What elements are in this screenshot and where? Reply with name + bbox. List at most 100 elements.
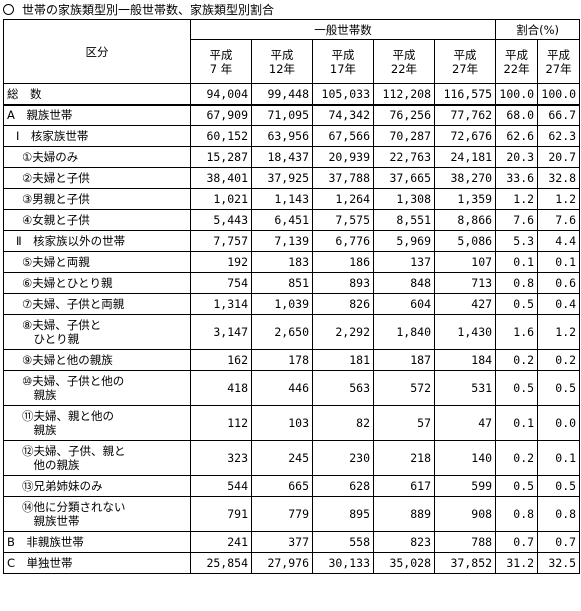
ratio-cell: 0.1: [495, 251, 539, 273]
household-count-cell: 563: [312, 370, 374, 406]
table-row: C 単独世帯 25,854 27,976 30,133 35,028 37,852 31.2…: [3, 552, 581, 574]
ratio-cell: 0.6: [537, 272, 581, 294]
household-count-cell: 6,451: [251, 209, 313, 231]
circle-bullet-icon: [3, 4, 14, 15]
household-count-cell: 2,292: [312, 314, 374, 350]
table-row: ④女親と子供 5,443 6,451 7,575 8,551 8,866 7.6 7.6: [3, 209, 581, 231]
household-count-cell: 71,095: [251, 103, 313, 126]
household-count-cell: 18,437: [251, 146, 313, 168]
table-row: ③男親と子供 1,021 1,143 1,264 1,308 1,359 1.2 1.2: [3, 188, 581, 210]
ratio-group-header: 割合(%): [495, 19, 581, 40]
household-count-cell: 107: [433, 251, 497, 273]
household-count-cell: 25,854: [190, 552, 252, 574]
household-count-cell: 1,143: [251, 188, 313, 210]
ratio-cell: 0.8: [495, 272, 539, 294]
table-row: Ⅰ 核家族世帯 60,152 63,956 67,566 70,287 72,676 62.…: [3, 125, 581, 147]
household-count-cell: 788: [433, 531, 497, 553]
row-label: C 単独世帯: [3, 552, 191, 574]
household-count-cell: 908: [433, 496, 497, 532]
household-count-cell: 35,028: [373, 552, 435, 574]
year-header: 平成 12年: [251, 39, 313, 84]
household-count-cell: 241: [190, 531, 252, 553]
row-label: ④女親と子供: [3, 209, 191, 231]
ratio-cell: 0.5: [537, 475, 581, 497]
ratio-cell: 1.6: [495, 314, 539, 350]
household-count-cell: 823: [373, 531, 435, 553]
row-label: ③男親と子供: [3, 188, 191, 210]
table-row: ⑦夫婦、子供と両親 1,314 1,039 826 604 427 0.5 0.4: [3, 293, 581, 315]
household-count-cell: 94,004: [190, 83, 252, 105]
household-count-cell: 22,763: [373, 146, 435, 168]
row-label: ⑨夫婦と他の親族: [3, 349, 191, 371]
household-count-cell: 628: [312, 475, 374, 497]
year-header: 平成 17年: [312, 39, 374, 84]
row-label: ⑦夫婦、子供と両親: [3, 293, 191, 315]
ratio-cell: 20.3: [495, 146, 539, 168]
row-label: 総 数: [3, 83, 191, 105]
household-count-cell: 181: [312, 349, 374, 371]
household-count-cell: 895: [312, 496, 374, 532]
household-count-cell: 544: [190, 475, 252, 497]
ratio-cell: 33.6: [495, 167, 539, 189]
row-label: ⑪夫婦、親と他の 親族: [3, 405, 191, 441]
household-count-cell: 1,359: [433, 188, 497, 210]
household-count-cell: 7,139: [251, 230, 313, 252]
ratio-cell: 20.7: [537, 146, 581, 168]
table-row: ②夫婦と子供 38,401 37,925 37,788 37,665 38,270 33.6…: [3, 167, 581, 189]
household-count-cell: 37,665: [373, 167, 435, 189]
household-count-cell: 6,776: [312, 230, 374, 252]
header-row-group: 区分 一般世帯数 割合(%): [3, 19, 581, 84]
household-count-cell: 57: [373, 405, 435, 441]
row-label: A 親族世帯: [3, 103, 191, 126]
household-count-cell: 427: [433, 293, 497, 315]
household-count-cell: 446: [251, 370, 313, 406]
household-count-cell: 754: [190, 272, 252, 294]
row-label: ⑫夫婦、子供、親と 他の親族: [3, 440, 191, 476]
household-count-cell: 77,762: [433, 103, 497, 126]
household-count-cell: 851: [251, 272, 313, 294]
household-count-cell: 116,575: [433, 83, 497, 105]
household-count-cell: 7,757: [190, 230, 252, 252]
household-count-cell: 60,152: [190, 125, 252, 147]
row-label: ⑤夫婦と両親: [3, 251, 191, 273]
household-count-cell: 162: [190, 349, 252, 371]
household-count-cell: 617: [373, 475, 435, 497]
ratio-year-header: 平成 27年: [537, 39, 581, 84]
ratio-cell: 0.5: [537, 370, 581, 406]
table-row: A 親族世帯 67,909 71,095 74,342 76,256 77,762 68.0…: [3, 103, 581, 126]
household-count-cell: 103: [251, 405, 313, 441]
household-count-cell: 218: [373, 440, 435, 476]
ratio-cell: 100.0: [537, 83, 581, 105]
row-label: ①夫婦のみ: [3, 146, 191, 168]
household-count-cell: 82: [312, 405, 374, 441]
ratio-cell: 0.1: [495, 405, 539, 441]
household-count-cell: 230: [312, 440, 374, 476]
household-count-cell: 848: [373, 272, 435, 294]
ratio-cell: 1.2: [537, 188, 581, 210]
household-count-cell: 8,551: [373, 209, 435, 231]
household-count-cell: 323: [190, 440, 252, 476]
household-count-cell: 37,925: [251, 167, 313, 189]
page-title: 世帯の家族類型別一般世帯数、家族類型別割合: [3, 2, 274, 18]
ratio-cell: 68.0: [495, 103, 539, 126]
ratio-cell: 4.4: [537, 230, 581, 252]
ratio-cell: 1.2: [495, 188, 539, 210]
household-count-cell: 665: [251, 475, 313, 497]
household-count-cell: 1,308: [373, 188, 435, 210]
ratio-cell: 0.0: [537, 405, 581, 441]
household-count-cell: 1,039: [251, 293, 313, 315]
household-count-cell: 826: [312, 293, 374, 315]
ratio-cell: 0.2: [495, 440, 539, 476]
ratio-cell: 0.1: [537, 251, 581, 273]
table-row: ⑧夫婦、子供と ひとり親 3,147 2,650 2,292 1,840 1,430 1.6…: [3, 314, 581, 350]
ratio-cell: 5.3: [495, 230, 539, 252]
ratio-cell: 66.7: [537, 103, 581, 126]
household-count-cell: 8,866: [433, 209, 497, 231]
household-count-cell: 38,270: [433, 167, 497, 189]
household-count-cell: 15,287: [190, 146, 252, 168]
year-header: 平成 22年: [373, 39, 435, 84]
ratio-cell: 0.5: [495, 370, 539, 406]
household-count-cell: 72,676: [433, 125, 497, 147]
ratio-year-header: 平成 22年: [495, 39, 539, 84]
household-count-cell: 1,840: [373, 314, 435, 350]
